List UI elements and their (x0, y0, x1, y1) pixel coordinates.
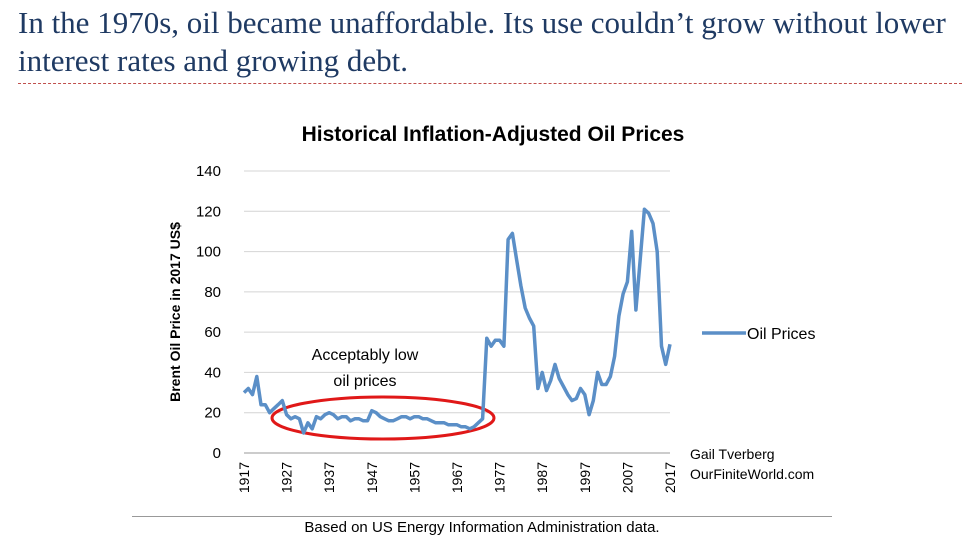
y-axis-ticks: 0 20 40 60 80 100 120 140 (196, 163, 221, 462)
credit-author: Gail Tverberg (690, 446, 775, 462)
annotation-line-2: oil prices (333, 373, 396, 390)
y-tick-label-80: 80 (204, 284, 221, 301)
x-tick-label-1987: 1987 (534, 462, 550, 493)
x-tick-label-1977: 1977 (492, 462, 508, 493)
y-tick-label-100: 100 (196, 244, 221, 261)
x-tick-label-2007: 2007 (619, 462, 635, 493)
slide-title: In the 1970s, oil became unaffordable. I… (18, 5, 946, 78)
y-tick-label-120: 120 (196, 203, 221, 220)
legend-label: Oil Prices (747, 326, 815, 343)
gridlines (244, 170, 670, 454)
source-footnote: Based on US Energy Information Administr… (304, 519, 660, 536)
y-tick-label-20: 20 (204, 405, 221, 422)
x-tick-label-1957: 1957 (406, 462, 422, 493)
chart-title: Historical Inflation-Adjusted Oil Prices (302, 123, 685, 146)
y-tick-label-60: 60 (204, 324, 221, 341)
oil-price-series-line (242, 207, 672, 435)
x-tick-label-1937: 1937 (321, 462, 337, 493)
credit-website: OurFiniteWorld.com (690, 466, 815, 482)
figure-rule (132, 516, 832, 517)
y-tick-label-40: 40 (204, 364, 221, 381)
annotation-line-1: Acceptably low (312, 347, 419, 364)
x-tick-label-1927: 1927 (279, 462, 295, 493)
x-tick-label-1967: 1967 (449, 462, 465, 493)
low-price-highlight-ellipse (270, 395, 496, 441)
x-tick-label-2017: 2017 (662, 462, 678, 493)
x-axis-ticks: 1917 1927 1937 1947 1957 1967 1977 1987 1997 2007… (236, 462, 678, 493)
y-tick-label-0: 0 (213, 445, 221, 462)
x-tick-label-1947: 1947 (364, 462, 380, 493)
title-divider (18, 83, 962, 84)
y-axis-label: Brent Oil Price in 2017 US$ (167, 222, 183, 402)
x-tick-label-1997: 1997 (577, 462, 593, 493)
x-tick-label-1917: 1917 (236, 462, 252, 493)
y-tick-label-140: 140 (196, 163, 221, 180)
